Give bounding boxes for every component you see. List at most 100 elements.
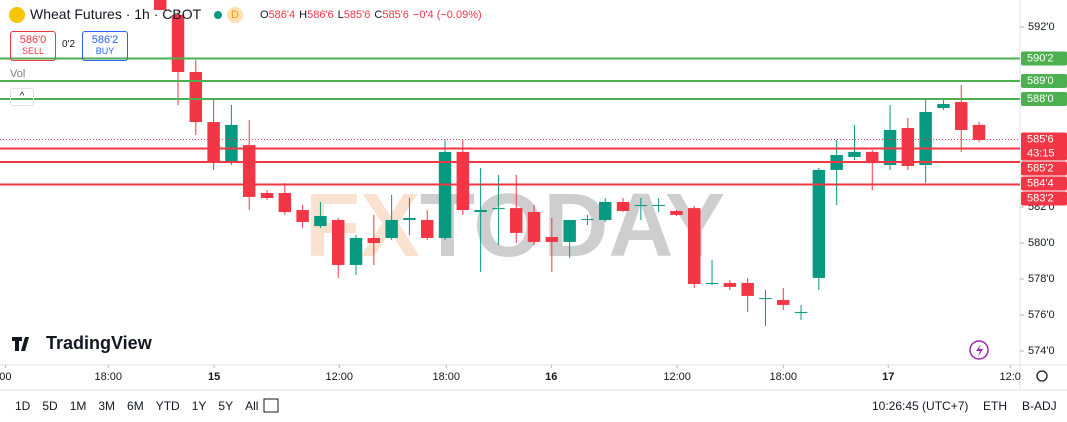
y-tick-label: 574'0 xyxy=(1028,345,1055,357)
candle-body xyxy=(955,102,968,130)
candle-body xyxy=(599,201,612,220)
candle-body xyxy=(171,14,185,73)
volume-label[interactable]: Vol xyxy=(10,68,26,80)
range-button[interactable]: 3M xyxy=(98,399,116,413)
candle-body xyxy=(510,208,523,233)
spread: 0'2 xyxy=(62,39,76,50)
range-button[interactable]: 5Y xyxy=(218,399,234,413)
y-tick-label: 576'0 xyxy=(1028,309,1055,321)
range-button[interactable]: 1Y xyxy=(191,399,207,413)
candle-body xyxy=(420,219,434,238)
candle-body xyxy=(492,208,505,210)
y-tick-label: 592'0 xyxy=(1028,21,1055,33)
candle-body xyxy=(403,217,416,220)
candle-body xyxy=(777,300,790,305)
price-badge-label: 589'0 xyxy=(1027,75,1054,87)
candle-body xyxy=(278,192,292,213)
candle-body xyxy=(296,210,309,222)
candle-body xyxy=(866,151,879,164)
x-tick-label: 18:00 xyxy=(769,371,797,383)
y-tick-label: 578'0 xyxy=(1028,273,1055,285)
settings-button[interactable] xyxy=(1036,370,1048,382)
calendar-button[interactable] xyxy=(263,398,279,413)
candle-body xyxy=(794,311,808,314)
x-tick-label: 18:00 xyxy=(433,371,461,383)
adjust-toggle[interactable]: B-ADJ xyxy=(1022,399,1057,413)
price-badge-label: 588'0 xyxy=(1027,93,1054,105)
symbol-icon xyxy=(9,7,25,23)
range-button[interactable]: All xyxy=(245,399,259,413)
y-tick-label: 580'0 xyxy=(1028,237,1055,249)
buy-button[interactable]: 586'2 BUY xyxy=(82,31,128,61)
candle-body xyxy=(545,237,559,242)
ohlc-value: 586'6 xyxy=(307,9,334,21)
session-badge: D xyxy=(227,7,243,23)
price-badge-label: 585'6 xyxy=(1027,133,1054,145)
watermark: FXTODAY xyxy=(305,176,725,276)
x-tick-label: 15 xyxy=(208,371,220,383)
collapse-button[interactable]: ^ xyxy=(10,88,34,106)
candle-body xyxy=(901,127,915,166)
logo-text: TradingView xyxy=(46,333,153,353)
candle-body xyxy=(367,237,381,243)
range-button[interactable]: YTD xyxy=(155,399,180,413)
candle-body xyxy=(438,151,452,238)
candle-body xyxy=(705,282,719,285)
candle-body xyxy=(581,219,594,221)
x-tick-label: 18:00 xyxy=(94,371,122,383)
range-bar: 1D 5D 1M 3M 6M YTD 1Y 5Y All xyxy=(15,399,270,413)
x-tick-label: 17 xyxy=(882,371,894,383)
candle-body xyxy=(812,169,826,278)
price-badge-label: 584'4 xyxy=(1027,177,1054,189)
countdown-label: 43:15 xyxy=(1027,147,1055,159)
candle-body xyxy=(225,124,238,162)
price-badge-label: 590'2 xyxy=(1027,52,1054,64)
candle-body xyxy=(314,216,327,227)
ohlc-value: 585'6 xyxy=(343,9,371,21)
candle-body xyxy=(652,205,665,207)
ohlc-value: 585'6 xyxy=(382,9,409,21)
x-tick-label: 12:00 xyxy=(326,371,354,383)
candle-body xyxy=(972,124,986,141)
candle-body xyxy=(527,212,541,242)
price-badge-label: 583'2 xyxy=(1027,192,1054,204)
ohlc-key: H xyxy=(299,9,308,21)
candle-body xyxy=(207,122,220,162)
ohlc-legend: O586'4 H586'6 L585'6 C585'6 −0'4 (−0.09%) xyxy=(260,9,482,21)
sell-button[interactable]: 586'0 SELL xyxy=(10,31,56,61)
buy-price: 586'2 xyxy=(91,34,119,46)
x-tick-label: 00 xyxy=(0,371,11,383)
price-badge xyxy=(1021,74,1067,88)
candle-body xyxy=(189,72,203,123)
sell-price: 586'0 xyxy=(19,34,47,46)
range-button[interactable]: 6M xyxy=(127,399,144,413)
lightning-icon xyxy=(976,344,983,357)
range-button[interactable]: 1M xyxy=(69,399,87,413)
candle-body xyxy=(242,145,256,197)
ohlc-value: 586'4 xyxy=(268,9,296,21)
clock: 10:26:45 (UTC+7) xyxy=(872,399,969,413)
symbol-title[interactable]: Wheat Futures · 1h · CBOT xyxy=(30,6,202,22)
candle-body xyxy=(848,151,861,157)
candle-body xyxy=(937,104,950,108)
range-button[interactable]: 1D xyxy=(15,399,31,413)
candle-body xyxy=(919,111,932,166)
ohlc-key: L xyxy=(337,9,344,21)
x-tick-label: 12:0 xyxy=(999,371,1020,383)
ohlc-key: C xyxy=(374,9,383,21)
price-badge xyxy=(1021,161,1067,176)
candle-body xyxy=(563,219,576,242)
candle-body xyxy=(349,237,363,265)
candle-body xyxy=(688,208,701,285)
range-button[interactable]: 5D xyxy=(42,399,58,413)
ohlc-key: O xyxy=(260,9,269,21)
tv-logo xyxy=(12,337,29,351)
candle-body xyxy=(260,192,274,198)
candle-body xyxy=(634,205,648,207)
lightning-button[interactable] xyxy=(969,340,989,360)
candle-body xyxy=(385,219,398,238)
candle-body xyxy=(670,210,683,215)
eth-toggle[interactable]: ETH xyxy=(983,399,1007,413)
